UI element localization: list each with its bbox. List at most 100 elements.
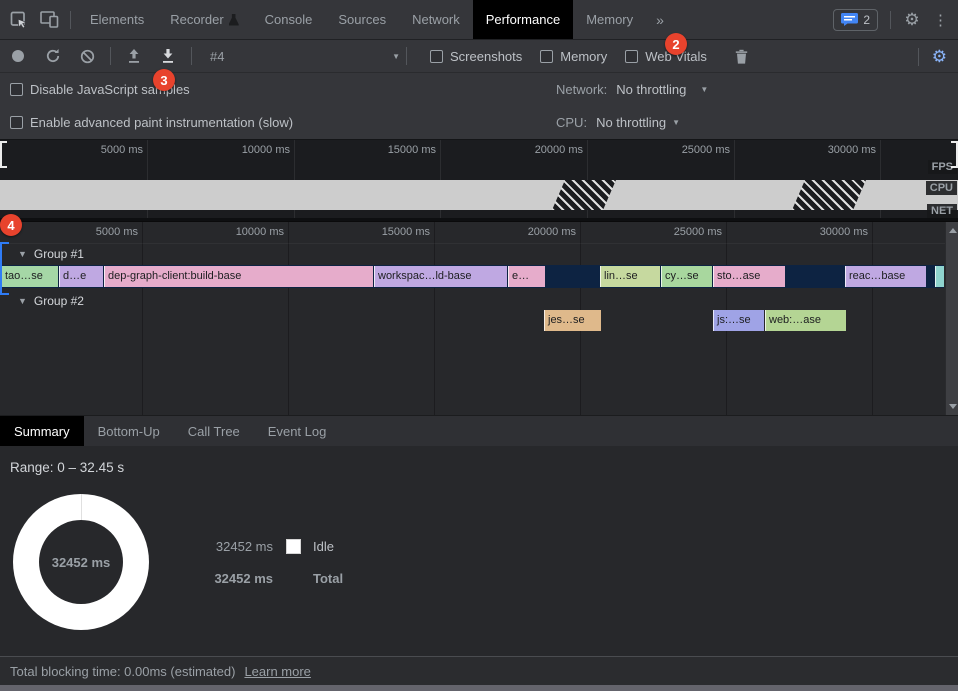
save-profile-icon[interactable]	[156, 44, 180, 68]
donut-hole	[39, 520, 123, 604]
detail-tab-event-log[interactable]: Event Log	[267, 423, 327, 439]
flame-bar[interactable]: workspac…ld-base	[374, 266, 507, 287]
tab-label: Recorder	[170, 12, 224, 27]
ruler-tick-label: 20000 ms	[527, 226, 576, 238]
divider	[918, 48, 919, 66]
flame-pane[interactable]: ▼ Group #1 tao…se d…e dep-graph-client:bui…	[0, 222, 958, 415]
collapse-triangle-icon[interactable]: ▼	[18, 249, 27, 259]
legend-row-idle: 32452 ms Idle	[208, 539, 343, 554]
flame-bar[interactable]: reac…base	[845, 266, 926, 287]
legend-row-total: 32452 ms Total	[208, 571, 343, 586]
flame-bar[interactable]: web:…ase	[765, 310, 846, 331]
network-throttling-select[interactable]: No throttling	[616, 82, 687, 97]
flame-bar[interactable]: sto…ase	[713, 266, 785, 287]
tab-memory[interactable]: Memory	[573, 0, 646, 39]
flame-row-2: jes…se js:…se web:…ase	[0, 309, 945, 332]
lane-label-fps: FPS	[927, 160, 957, 174]
disable-js-samples-checkbox[interactable]	[10, 83, 23, 96]
flame-bar[interactable]: cy…se	[661, 266, 712, 287]
paint-instrumentation-checkbox[interactable]	[10, 116, 23, 129]
vertical-scrollbar[interactable]	[945, 222, 958, 415]
flame-bar[interactable]: tao…se	[1, 266, 58, 287]
group-header-2[interactable]: ▼ Group #2	[18, 294, 84, 308]
tab-recorder[interactable]: Recorder	[157, 0, 251, 39]
chevron-down-icon[interactable]: ▼	[672, 118, 681, 127]
flame-bar[interactable]: jes…se	[544, 310, 601, 331]
reload-and-record-icon[interactable]	[41, 44, 65, 68]
delete-recording-icon[interactable]	[730, 44, 754, 68]
inspect-element-icon[interactable]	[6, 7, 32, 33]
ruler-tick-label: 15000 ms	[387, 144, 436, 156]
clear-icon[interactable]	[75, 44, 99, 68]
overview-pane[interactable]: FPS CPU NET 5000 ms 10000 ms 15000 ms 20000…	[0, 140, 958, 222]
network-throttling-control: Network: No throttling ▼	[556, 73, 708, 106]
session-history-select[interactable]: #4 ▼	[210, 49, 400, 64]
tab-performance[interactable]: Performance	[472, 0, 574, 39]
ruler-divider	[0, 243, 945, 244]
paint-instrumentation-label: Enable advanced paint instrumentation (s…	[30, 115, 294, 130]
settings-gear-icon[interactable]: ⚙	[904, 10, 920, 29]
detail-tab-bottom-up[interactable]: Bottom-Up	[97, 423, 160, 439]
cpu-throttling-select[interactable]: No throttling	[596, 115, 667, 130]
checkbox-box[interactable]	[625, 49, 639, 63]
checkbox-box[interactable]	[540, 49, 554, 63]
more-options-icon[interactable]: ⋮	[933, 11, 948, 29]
tab-console[interactable]: Console	[252, 0, 326, 39]
network-label: Network:	[556, 82, 608, 97]
donut-center-label: 32452 ms	[51, 554, 111, 570]
total-blocking-time-text: Total blocking time: 0.00ms (estimated)	[10, 663, 236, 679]
tab-label: Console	[264, 12, 313, 27]
flame-bar[interactable]	[935, 266, 944, 287]
flame-row-1: tao…se d…e dep-graph-client:build-base work…	[0, 265, 945, 288]
load-profile-icon[interactable]	[122, 44, 146, 68]
flame-bar[interactable]: d…e	[59, 266, 103, 287]
capture-settings-gear-icon[interactable]: ⚙	[931, 47, 947, 66]
tab-sources[interactable]: Sources	[325, 0, 399, 39]
flame-bar[interactable]: lin…se	[600, 266, 660, 287]
issues-pill[interactable]: 2	[833, 8, 878, 31]
scroll-down-arrow-icon[interactable]	[949, 404, 957, 409]
tab-network[interactable]: Network	[399, 0, 473, 39]
device-toolbar-icon[interactable]	[36, 7, 62, 33]
checkbox-box[interactable]	[430, 49, 443, 63]
flame-bar[interactable]: dep-graph-client:build-base	[104, 266, 373, 287]
tabbar-right-cluster: 2 ⚙ ⋮	[833, 7, 958, 33]
lane-label-cpu: CPU	[925, 181, 957, 195]
cpu-label: CPU:	[556, 115, 588, 130]
gridline	[288, 222, 289, 415]
legend-label: Total	[313, 571, 344, 586]
detail-tab-call-tree[interactable]: Call Tree	[187, 423, 240, 439]
overview-window-handle-right[interactable]	[951, 141, 958, 168]
checkbox-label: Web Vitals	[645, 48, 707, 64]
checkbox-memory[interactable]: Memory	[540, 49, 607, 64]
scroll-up-arrow-icon[interactable]	[949, 228, 957, 233]
detail-tab-strip: Summary Bottom-Up Call Tree Event Log	[0, 415, 958, 446]
legend-value: 32452 ms	[214, 571, 273, 586]
flame-bar[interactable]: js:…se	[713, 310, 764, 331]
divider	[70, 10, 71, 29]
flame-bar[interactable]: e…	[508, 266, 545, 287]
detail-tab-summary[interactable]: Summary	[0, 416, 84, 446]
more-tabs-chevron[interactable]: »	[656, 11, 664, 28]
legend-label: Idle	[313, 539, 334, 554]
tab-elements[interactable]: Elements	[77, 0, 157, 39]
collapse-triangle-icon[interactable]: ▼	[18, 296, 27, 306]
tab-label: Memory	[586, 12, 634, 27]
record-button[interactable]	[12, 50, 24, 62]
chevron-down-icon[interactable]: ▼	[700, 85, 709, 94]
ruler-tick-label: 25000 ms	[681, 144, 730, 156]
overview-window-handle-left[interactable]	[0, 141, 7, 168]
checkbox-screenshots[interactable]: Screenshots	[430, 49, 522, 64]
settings-row-paint: Enable advanced paint instrumentation (s…	[0, 106, 958, 139]
performance-toolbar: #4 ▼ Screenshots Memory Web Vitals ⚙	[0, 40, 958, 73]
chevron-down-icon: ▼	[392, 51, 400, 61]
ruler-tick-label: 20000 ms	[534, 144, 583, 156]
annotation-badge-4: 4	[0, 214, 22, 236]
range-label: Range: 0 – 32.45 s	[10, 460, 125, 475]
learn-more-link[interactable]: Learn more	[244, 663, 311, 679]
capture-checkboxes: Screenshots Memory Web Vitals	[421, 49, 716, 64]
checkbox-web-vitals[interactable]: Web Vitals	[625, 49, 707, 64]
group-header-1[interactable]: ▼ Group #1	[18, 247, 84, 261]
annotation-badge-2: 2	[665, 33, 687, 55]
capture-settings-pane: Disable JavaScript samples Network: No t…	[0, 73, 958, 140]
